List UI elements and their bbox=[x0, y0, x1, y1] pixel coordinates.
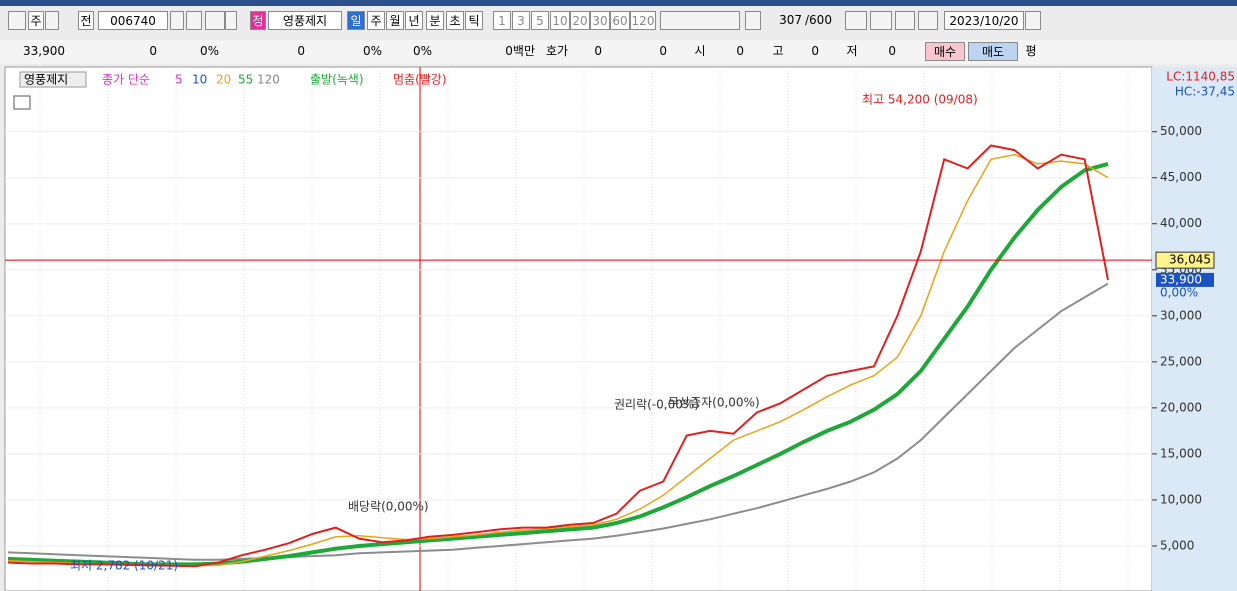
toolbar-button[interactable] bbox=[1025, 11, 1041, 30]
toolbar-item[interactable]: 20 bbox=[570, 11, 590, 30]
toolbar-button[interactable] bbox=[918, 11, 938, 30]
toolbar-item[interactable]: 년 bbox=[405, 11, 423, 30]
info-item[interactable]: 0 bbox=[888, 44, 896, 58]
toolbar-item[interactable]: 307 bbox=[779, 13, 802, 27]
toolbar-button[interactable] bbox=[45, 11, 59, 30]
toolbar-item[interactable]: 초 bbox=[446, 11, 464, 30]
info-item[interactable]: 호가 bbox=[545, 44, 569, 58]
info-item[interactable]: 시 bbox=[694, 44, 706, 58]
info-item[interactable]: 매수 bbox=[925, 42, 965, 61]
toolbar-button[interactable] bbox=[745, 11, 761, 30]
toolbar-item[interactable]: 006740 bbox=[98, 11, 168, 30]
toolbar-button[interactable] bbox=[225, 11, 237, 30]
legend-item: 10 bbox=[192, 73, 207, 87]
lc-label: LC:1140,85 bbox=[1166, 70, 1235, 84]
price-line bbox=[7, 161, 1109, 567]
y-tick-label: 30,000 bbox=[1160, 308, 1202, 322]
toolbar-button[interactable] bbox=[870, 11, 892, 30]
y-tick-label: 25,000 bbox=[1160, 354, 1202, 368]
info-item[interactable]: 0 bbox=[149, 44, 157, 58]
toolbar-button[interactable] bbox=[895, 11, 915, 30]
toolbar-button[interactable] bbox=[186, 11, 202, 30]
legend-item: 영풍제지 bbox=[24, 73, 68, 87]
price-box bbox=[1156, 272, 1214, 287]
info-item[interactable]: 고 bbox=[772, 44, 784, 58]
y-tick-label: 45,000 bbox=[1160, 170, 1202, 184]
legend-item: 멈춤(빨강) bbox=[393, 73, 447, 87]
chart: 5,00010,00015,00020,00025,00030,00035,00… bbox=[4, 66, 1237, 591]
toolbar-button[interactable] bbox=[205, 11, 225, 30]
info-bar: 33,900 0 0% 0 0% 0% 0백만 호가 0 0 시 0 고 0 저 0 매수 매도 평 bbox=[0, 40, 1237, 64]
info-item[interactable]: 0% bbox=[199, 44, 219, 58]
price-line bbox=[7, 144, 1109, 568]
toolbar-item[interactable]: 3 bbox=[512, 11, 530, 30]
toolbar-button[interactable] bbox=[8, 11, 26, 30]
toolbar-item[interactable]: /600 bbox=[805, 13, 832, 27]
y-tick-label: 40,000 bbox=[1160, 216, 1202, 230]
top-strip bbox=[0, 0, 1237, 6]
toolbar-item[interactable]: 10 bbox=[550, 11, 570, 30]
price-label: 33,900 bbox=[1160, 272, 1202, 286]
y-tick-label: 5,000 bbox=[1160, 538, 1194, 552]
legend-box bbox=[19, 71, 87, 88]
hc-label: HC:-37,45 bbox=[1175, 85, 1235, 99]
legend-item: 120 bbox=[257, 73, 280, 87]
info-item[interactable]: 0% bbox=[412, 44, 432, 58]
toolbar-item[interactable]: 틱 bbox=[465, 11, 483, 30]
info-item[interactable]: 33,900 bbox=[23, 44, 65, 58]
toolbar: 주 전 006740 정 영풍제지 일 주 월 년 분 초 틱 1 3 5 10 20 30 60 120 307/60… bbox=[0, 8, 1237, 33]
info-item[interactable]: 0 bbox=[659, 44, 667, 58]
change-label: 0,00% bbox=[1160, 285, 1198, 299]
annotation: 권리락(-0,00%) bbox=[614, 398, 699, 412]
toolbar-button[interactable] bbox=[660, 11, 740, 30]
toolbar-item[interactable]: 주 bbox=[367, 11, 385, 30]
toolbar-item[interactable]: 30 bbox=[590, 11, 610, 30]
y-axis-panel bbox=[1152, 67, 1237, 591]
toolbar-item[interactable]: 2023/10/20 bbox=[944, 11, 1024, 30]
toolbar-item[interactable]: 정 bbox=[250, 11, 266, 30]
table-icon bbox=[13, 95, 31, 110]
toolbar-item[interactable]: 60 bbox=[610, 11, 630, 30]
toolbar-item[interactable]: 분 bbox=[426, 11, 444, 30]
annotation: 최고 54,200 (09/08) bbox=[862, 93, 978, 107]
y-tick-label: 10,000 bbox=[1160, 492, 1202, 506]
info-item[interactable]: 0 bbox=[297, 44, 305, 58]
y-tick-label: 15,000 bbox=[1160, 446, 1202, 460]
toolbar-item[interactable]: 120 bbox=[630, 11, 656, 30]
y-tick-label: 50,000 bbox=[1160, 124, 1202, 138]
toolbar-item[interactable]: 일 bbox=[347, 11, 365, 30]
toolbar-item[interactable]: 5 bbox=[531, 11, 549, 30]
y-tick-label: 20,000 bbox=[1160, 400, 1202, 414]
toolbar-item[interactable]: 1 bbox=[493, 11, 511, 30]
toolbar-button[interactable] bbox=[170, 11, 184, 30]
info-item[interactable]: 0 bbox=[736, 44, 744, 58]
legend-item: 5 bbox=[175, 73, 183, 87]
crosshair-label: 36,045 bbox=[1169, 253, 1211, 267]
annotation: 최저 2,782 (10/21) bbox=[70, 559, 178, 573]
toolbar-item[interactable]: 전 bbox=[78, 11, 94, 30]
legend-item: 출발(녹색) bbox=[310, 73, 364, 87]
legend-item: 55 bbox=[238, 73, 253, 87]
price-line bbox=[7, 282, 1109, 561]
info-item[interactable]: 저 bbox=[846, 44, 858, 58]
info-item[interactable]: 매도 bbox=[968, 42, 1018, 61]
info-item[interactable]: 0백만 bbox=[505, 44, 535, 58]
crosshair-box bbox=[1155, 251, 1215, 269]
toolbar-button[interactable] bbox=[845, 11, 867, 30]
toolbar-item[interactable]: 영풍제지 bbox=[268, 11, 342, 30]
plot-area bbox=[4, 66, 1153, 591]
legend-item: 종가 단순 bbox=[102, 73, 150, 87]
toolbar-item[interactable]: 월 bbox=[386, 11, 404, 30]
annotation: 배당락(0,00%) bbox=[348, 500, 429, 514]
toolbar-item[interactable]: 주 bbox=[28, 11, 44, 30]
info-item[interactable]: 0 bbox=[594, 44, 602, 58]
legend-item: 20 bbox=[216, 73, 231, 87]
info-item[interactable]: 0% bbox=[362, 44, 382, 58]
info-item[interactable]: 평 bbox=[1025, 44, 1037, 58]
annotation: 무상증자(0,00%) bbox=[668, 396, 760, 410]
info-item[interactable]: 0 bbox=[811, 44, 819, 58]
